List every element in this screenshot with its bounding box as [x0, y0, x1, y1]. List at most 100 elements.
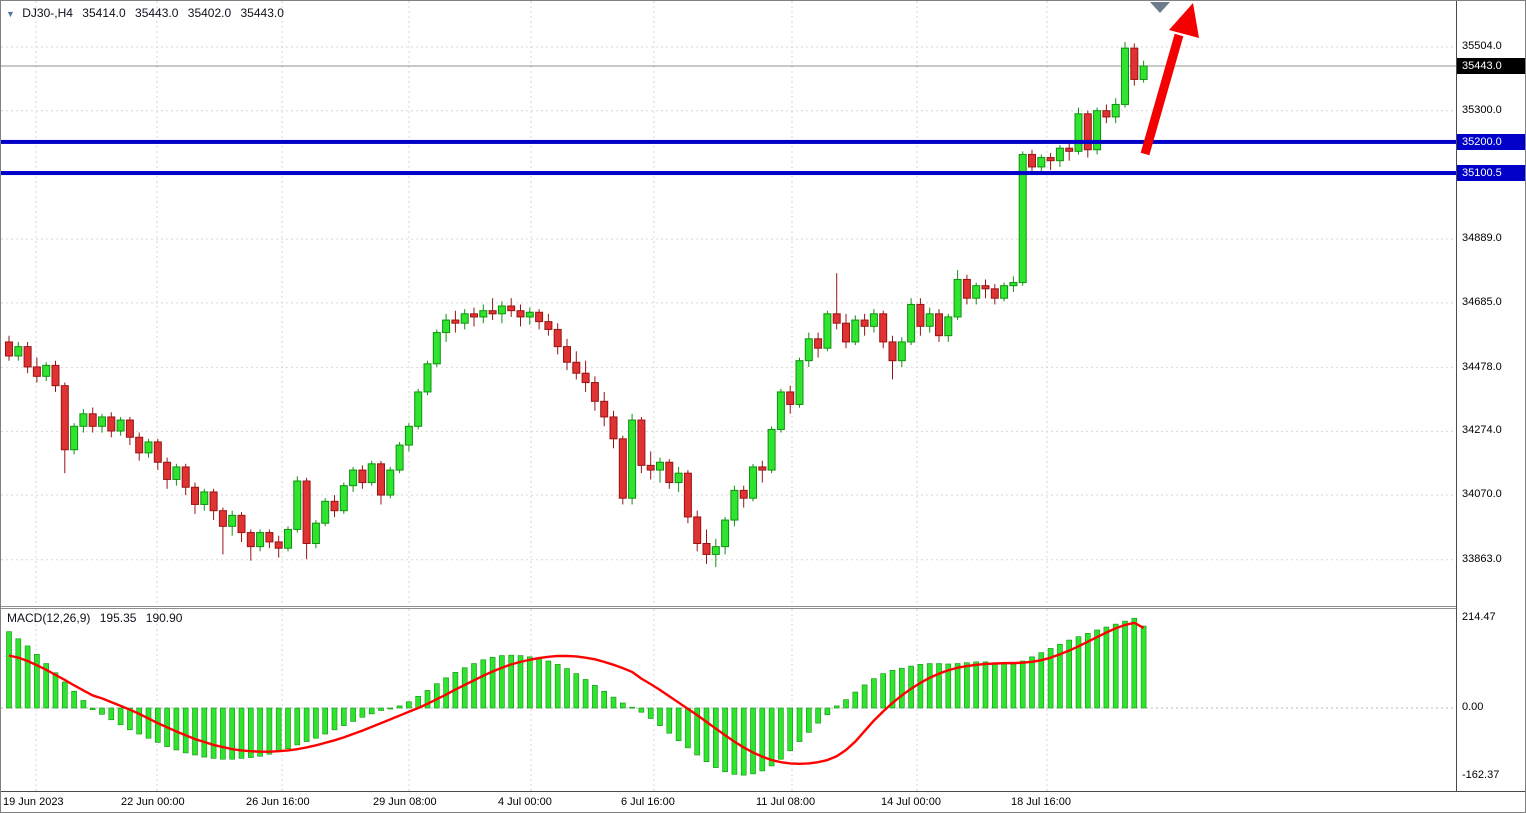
candle-body — [981, 285, 990, 290]
price-tick-label: 34889.0 — [1462, 232, 1502, 245]
candle-body — [414, 391, 423, 427]
macd-histogram-bar — [991, 662, 998, 709]
candle-body — [646, 464, 655, 471]
ohlc-open-value: 35414.0 — [82, 6, 126, 20]
macd-histogram-bar — [610, 696, 617, 709]
candle-body — [293, 480, 302, 530]
macd-histogram-bar — [1122, 620, 1128, 709]
horizontal-level-line[interactable] — [1, 171, 1456, 176]
macd-signal-value: 190.90 — [145, 611, 183, 625]
panel-splitter[interactable] — [1, 606, 1456, 609]
candle-body — [358, 469, 367, 484]
macd-histogram-bar — [573, 673, 580, 709]
macd-histogram-bar — [898, 667, 905, 709]
macd-histogram-bar — [647, 707, 654, 719]
macd-histogram-bar — [1047, 648, 1054, 709]
macd-histogram-bar — [861, 684, 868, 709]
candle-body — [228, 514, 237, 527]
candle-body — [1055, 147, 1064, 162]
time-axis-label: 11 Jul 08:00 — [756, 796, 816, 808]
macd-histogram-bar — [89, 707, 96, 710]
candle-body — [181, 466, 190, 488]
macd-histogram-bar — [471, 663, 477, 709]
chart-shift-marker-icon — [1150, 2, 1170, 13]
macd-histogram-bar — [601, 690, 608, 709]
macd-histogram-bar — [331, 707, 338, 731]
macd-histogram-bar — [480, 659, 487, 709]
candle-body — [311, 522, 320, 544]
candle-body — [451, 319, 460, 324]
candle-body — [618, 438, 627, 499]
chart-header: ▼ DJ30-,H4 35414.0 35443.0 35402.0 35443… — [6, 6, 284, 20]
trend-arrow-head[interactable] — [1169, 3, 1199, 38]
macd-histogram-bar — [266, 707, 273, 755]
candle-body — [590, 382, 599, 402]
macd-histogram-bar — [248, 707, 254, 758]
candle-body — [665, 461, 674, 484]
candle-body — [191, 486, 199, 505]
macd-histogram-bar — [1131, 617, 1138, 709]
candle-body — [823, 313, 832, 349]
macd-histogram-bar — [433, 683, 440, 709]
trend-arrow-shaft[interactable] — [1140, 33, 1184, 156]
macd-histogram-bar — [592, 685, 598, 709]
macd-histogram-bar — [703, 707, 710, 763]
candle-body — [990, 288, 999, 299]
candle-body — [32, 366, 41, 377]
candle-body — [1139, 65, 1148, 80]
macd-histogram-bar — [117, 707, 124, 726]
candle-body — [246, 532, 255, 548]
price-tick-label: 34070.0 — [1462, 488, 1502, 501]
price-tick-label: 35300.0 — [1462, 103, 1502, 116]
macd-histogram-bar — [322, 707, 329, 735]
candle-body — [98, 416, 106, 427]
candle-body — [962, 278, 971, 299]
candle-body — [944, 316, 953, 337]
macd-histogram-bar — [499, 655, 505, 709]
candle-body — [1000, 285, 1009, 299]
macd-histogram-bar — [489, 656, 496, 709]
horizontal-level-line[interactable] — [1, 139, 1456, 144]
candle-body — [749, 466, 757, 499]
macd-histogram-bar — [1075, 636, 1082, 709]
candle-body — [656, 461, 664, 471]
price-tick-label: 35504.0 — [1462, 39, 1502, 52]
macd-histogram-bar — [80, 700, 87, 709]
macd-histogram-bar — [973, 661, 980, 709]
candle-body — [795, 360, 804, 405]
macd-histogram-bar — [936, 663, 942, 709]
candle-body — [767, 428, 776, 471]
price-chart[interactable] — [1, 1, 1456, 606]
candle-body — [330, 500, 339, 512]
candle-body — [1121, 47, 1129, 105]
price-tag: 35200.0 — [1457, 133, 1525, 150]
time-axis-label: 22 Jun 00:00 — [121, 796, 185, 808]
candle-body — [721, 519, 730, 548]
macd-histogram-bar — [229, 707, 235, 760]
time-axis-label: 26 Jun 16:00 — [246, 796, 310, 808]
macd-histogram-bar — [926, 663, 933, 709]
macd-histogram-bar — [722, 707, 728, 773]
macd-histogram-bar — [824, 707, 831, 716]
macd-histogram-bar — [34, 654, 40, 709]
macd-histogram-bar — [210, 707, 217, 759]
price-tick-label: 33863.0 — [1462, 552, 1502, 565]
macd-histogram-bar — [805, 707, 812, 733]
time-axis-label: 14 Jul 00:00 — [881, 796, 941, 808]
candle-body — [1037, 157, 1046, 168]
candle-body — [5, 341, 13, 357]
candle-body — [1083, 113, 1092, 151]
candle-body — [804, 338, 813, 362]
macd-indicator-chart[interactable] — [1, 609, 1456, 791]
candle-body — [88, 413, 97, 427]
macd-histogram-bar — [526, 656, 533, 709]
macd-histogram-bar — [536, 658, 542, 709]
symbol-dropdown-icon[interactable]: ▼ — [6, 9, 15, 19]
macd-histogram-bar — [340, 707, 347, 726]
candle-body — [153, 441, 162, 463]
candle-body — [172, 466, 181, 480]
candle-body — [879, 313, 888, 343]
macd-histogram-bar — [24, 645, 31, 709]
candle-body — [367, 463, 376, 484]
macd-histogram-bar — [294, 707, 301, 746]
